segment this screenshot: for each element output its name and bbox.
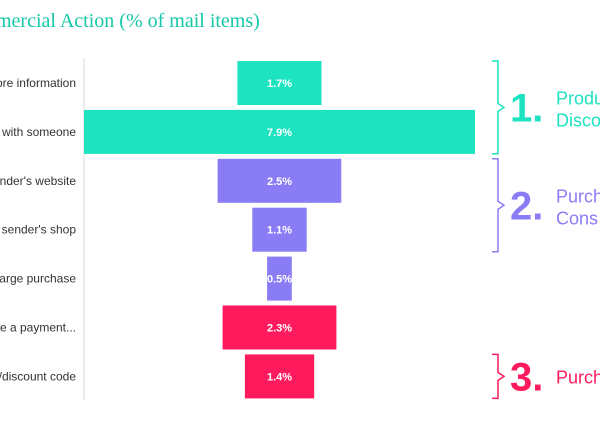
data-label-6: 2.3% [267,323,292,335]
category-label-6: e a payment... [0,321,76,335]
bar-2 [84,109,475,154]
group-label-1-line1: Produ [556,89,600,109]
bar-5 [267,256,292,301]
data-label-7: 1.4% [267,371,292,383]
group-bracket-2 [492,158,506,253]
group-number-3: 3. [510,355,543,399]
data-label-3: 2.5% [267,176,292,188]
bar-4 [252,207,307,252]
bar-1 [237,61,322,105]
bar-3 [217,158,342,203]
group-label-2-line1: Purch [556,186,600,206]
data-label-1: 1.7% [267,78,292,90]
group-label-1-line2: Disco [556,111,600,131]
data-label-5: 0.5% [267,274,292,286]
group-bracket-1 [492,60,506,155]
group-label-3: Purch [556,367,600,387]
category-label-3: ender's website [0,174,76,188]
data-label-4: 1.1% [267,225,292,237]
group-bracket-3 [492,353,506,400]
group-number-1: 1. [510,87,543,131]
group-number-2: 2. [510,184,543,228]
category-label-1: ore information [0,76,76,90]
category-label-5: arge purchase [0,272,76,286]
category-label-7: /discount code [0,369,76,383]
bar-7 [244,354,315,399]
bar-6 [222,305,337,350]
data-label-2: 7.9% [267,127,292,139]
category-label-4: sender's shop [2,223,77,237]
category-label-2: with someone [1,125,76,139]
group-label-2-line2: Cons [556,208,598,228]
chart-title: mercial Action (% of mail items) [0,10,260,32]
